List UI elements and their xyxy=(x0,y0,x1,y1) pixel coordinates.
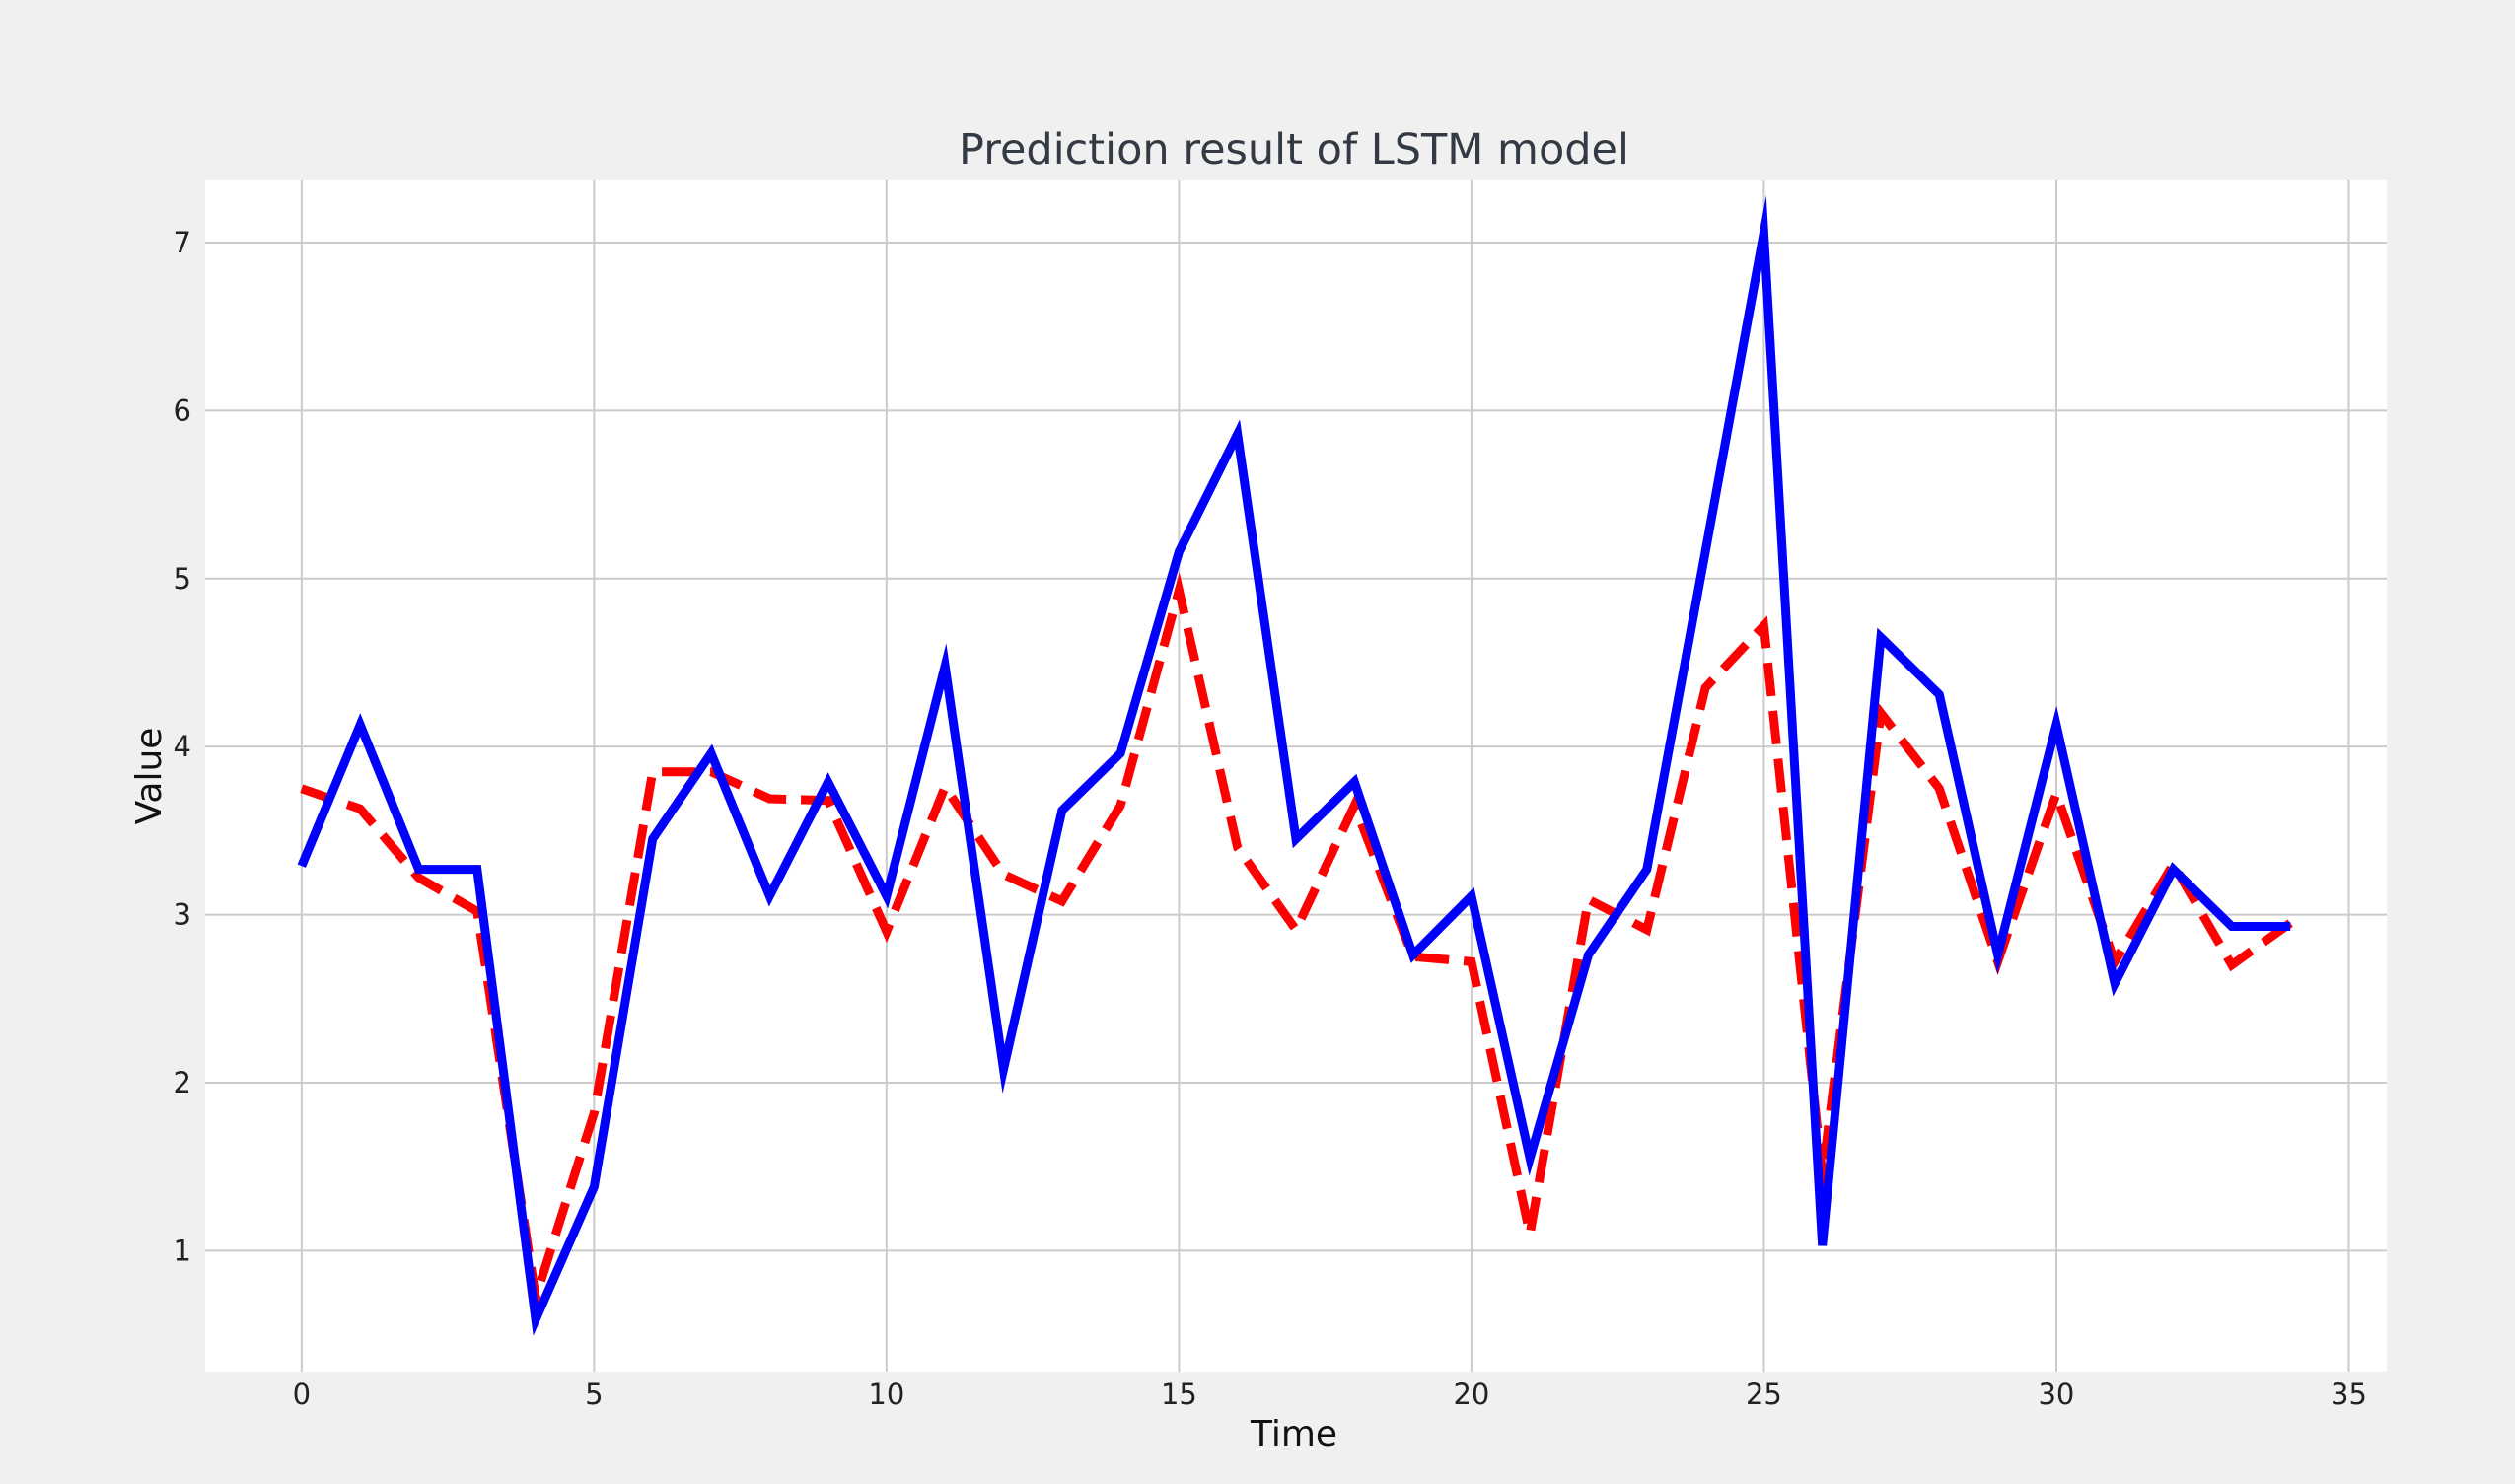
y-tick-label: 7 xyxy=(174,226,191,259)
x-tick-label: 0 xyxy=(293,1378,311,1411)
x-tick-label: 35 xyxy=(2331,1378,2367,1411)
y-tick-label: 3 xyxy=(174,898,191,932)
plot-area xyxy=(205,180,2387,1372)
y-tick-label: 6 xyxy=(174,393,191,427)
chart-title: Prediction result of LSTM model xyxy=(959,125,1629,175)
x-tick-label: 20 xyxy=(1453,1378,1489,1411)
series-lines xyxy=(297,195,2293,1336)
x-axis-label: Time xyxy=(1250,1414,1337,1454)
dashed-series-line xyxy=(300,572,2293,1317)
x-tick-label: 10 xyxy=(868,1378,904,1411)
x-tick-label: 5 xyxy=(585,1378,603,1411)
x-tick-label: 25 xyxy=(1746,1378,1782,1411)
y-axis-label: Value xyxy=(129,728,170,825)
x-tick-label: 15 xyxy=(1161,1378,1197,1411)
y-tick-label: 4 xyxy=(174,730,191,763)
y-tick-label: 1 xyxy=(174,1234,191,1267)
solid-series-line xyxy=(297,195,2291,1336)
grid-lines xyxy=(205,180,2387,1372)
y-tick-label: 5 xyxy=(174,562,191,596)
y-tick-label: 2 xyxy=(174,1066,191,1099)
x-tick-label: 30 xyxy=(2038,1378,2074,1411)
tick-labels: 0 5 10 15 20 25 30 35 1 2 3 4 5 6 7 xyxy=(174,226,2367,1411)
